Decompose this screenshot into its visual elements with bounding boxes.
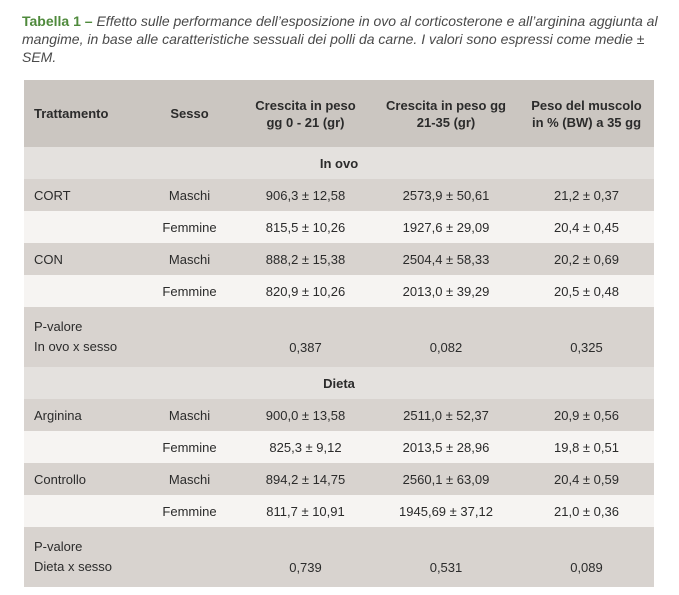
cell-sex: Femmine (162, 219, 217, 235)
cell-muscle: 20,4 ± 0,59 (554, 471, 619, 487)
cell-growth-0-21: 811,7 ± 10,91 (266, 503, 345, 519)
pvalue-growth-21-35: 0,531 (429, 560, 463, 575)
pvalue-muscle: 0,089 (570, 560, 603, 575)
table-caption: Tabella 1 – Effetto sulle performance de… (22, 12, 662, 66)
cell-sex: Maschi (168, 407, 211, 423)
header-row: Trattamento Sesso Crescita in peso gg 0 … (24, 80, 654, 147)
cell-growth-21-35: 2504,4 ± 58,33 (402, 251, 490, 267)
table-row: Controllo Maschi 894,2 ± 14,75 2560,1 ± … (24, 463, 654, 495)
cell-growth-0-21: 906,3 ± 12,58 (265, 187, 346, 203)
header-crescita-0-21: Crescita in peso gg 0 - 21 (gr) (255, 97, 356, 130)
section-row: In ovo (24, 147, 654, 179)
table-row: CON Maschi 888,2 ± 15,38 2504,4 ± 58,33 … (24, 243, 654, 275)
cell-growth-0-21: 894,2 ± 14,75 (265, 471, 346, 487)
cell-growth-21-35: 1927,6 ± 29,09 (402, 219, 490, 235)
cell-muscle: 20,2 ± 0,69 (554, 251, 619, 267)
cell-sex: Maschi (168, 187, 211, 203)
pvalue-label-line1: P-valore (34, 539, 83, 554)
cell-growth-21-35: 2013,5 ± 28,96 (402, 439, 490, 455)
cell-growth-0-21: 820,9 ± 10,26 (265, 283, 346, 299)
pvalue-label-line2: In ovo x sesso (34, 339, 118, 354)
cell-growth-21-35: 2573,9 ± 50,61 (402, 187, 490, 203)
table-row: Femmine 825,3 ± 9,12 2013,5 ± 28,96 19,8… (24, 431, 654, 463)
cell-growth-21-35: 2560,1 ± 63,09 (402, 471, 490, 487)
pvalue-muscle: 0,325 (570, 340, 603, 355)
pvalue-row: P-valore Dieta x sesso 0,739 0,531 0,089 (24, 527, 654, 587)
cell-muscle: 21,2 ± 0,37 (554, 187, 619, 203)
cell-sex: Femmine (162, 283, 217, 299)
header-trattamento: Trattamento (34, 106, 109, 121)
caption-separator: – (84, 13, 93, 29)
cell-sex: Maschi (168, 471, 211, 487)
cell-treatment (24, 431, 141, 463)
cell-treatment (24, 275, 141, 307)
cell-sex: Femmine (162, 503, 217, 519)
cell-treatment: Arginina (34, 407, 82, 423)
pvalue-growth-21-35: 0,082 (429, 340, 463, 355)
cell-muscle: 21,0 ± 0,36 (554, 503, 619, 519)
cell-growth-21-35: 2013,0 ± 39,29 (402, 283, 490, 299)
cell-muscle: 19,8 ± 0,51 (554, 439, 619, 455)
pvalue-row: P-valore In ovo x sesso 0,387 0,082 0,32… (24, 307, 654, 367)
header-sesso: Sesso (170, 106, 209, 121)
cell-growth-0-21: 825,3 ± 9,12 (269, 439, 342, 455)
cell-growth-21-35: 1945,69 ± 37,12 (399, 503, 493, 519)
cell-sex: Maschi (168, 251, 211, 267)
section-title: Dieta (323, 375, 355, 391)
cell-sex (141, 527, 238, 587)
pvalue-growth-0-21: 0,387 (289, 340, 322, 355)
table-row: CORT Maschi 906,3 ± 12,58 2573,9 ± 50,61… (24, 179, 654, 211)
cell-growth-0-21: 900,0 ± 13,58 (265, 407, 346, 423)
pvalue-label-line2: Dieta x sesso (34, 559, 113, 574)
table-row: Arginina Maschi 900,0 ± 13,58 2511,0 ± 5… (24, 399, 654, 431)
header-peso-muscolo: Peso del muscolo in % (BW) a 35 gg (531, 97, 642, 130)
cell-sex (141, 307, 238, 367)
cell-treatment (24, 495, 141, 527)
cell-growth-0-21: 815,5 ± 10,26 (265, 219, 346, 235)
caption-label: Tabella 1 (22, 13, 81, 29)
cell-treatment: CON (34, 251, 63, 267)
caption-text: Effetto sulle performance dell’esposizio… (22, 13, 658, 65)
pvalue-label: P-valore In ovo x sesso (24, 307, 141, 367)
pvalue-growth-0-21: 0,739 (289, 560, 322, 575)
cell-muscle: 20,5 ± 0,48 (554, 283, 619, 299)
cell-treatment: Controllo (34, 471, 87, 487)
cell-growth-0-21: 888,2 ± 15,38 (265, 251, 346, 267)
pvalue-label-line1: P-valore (34, 319, 83, 334)
cell-sex: Femmine (162, 439, 217, 455)
table-row: Femmine 811,7 ± 10,91 1945,69 ± 37,12 21… (24, 495, 654, 527)
results-table: Trattamento Sesso Crescita in peso gg 0 … (24, 80, 654, 587)
header-crescita-21-35: Crescita in peso gg 21-35 (gr) (386, 97, 506, 130)
cell-growth-21-35: 2511,0 ± 52,37 (403, 407, 489, 423)
cell-muscle: 20,9 ± 0,56 (554, 407, 619, 423)
cell-muscle: 20,4 ± 0,45 (554, 219, 619, 235)
cell-treatment (24, 211, 141, 243)
table-row: Femmine 815,5 ± 10,26 1927,6 ± 29,09 20,… (24, 211, 654, 243)
table-row: Femmine 820,9 ± 10,26 2013,0 ± 39,29 20,… (24, 275, 654, 307)
cell-treatment: CORT (34, 187, 71, 203)
pvalue-label: P-valore Dieta x sesso (24, 527, 141, 587)
section-row: Dieta (24, 367, 654, 399)
section-title: In ovo (319, 155, 359, 171)
